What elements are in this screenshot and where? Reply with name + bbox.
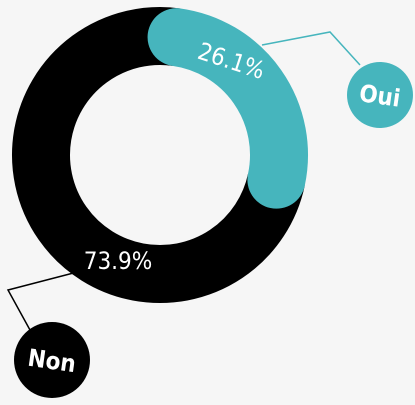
callout-line [6,269,86,331]
callout-line [261,31,361,66]
legend-label: Oui [358,79,403,112]
donut-segment [12,7,305,303]
legend-label: Non [26,344,78,378]
legend-bubble [14,322,90,398]
donut-segment [147,8,308,209]
value-label: 73.9% [84,247,153,275]
legend-bubble [347,62,413,128]
